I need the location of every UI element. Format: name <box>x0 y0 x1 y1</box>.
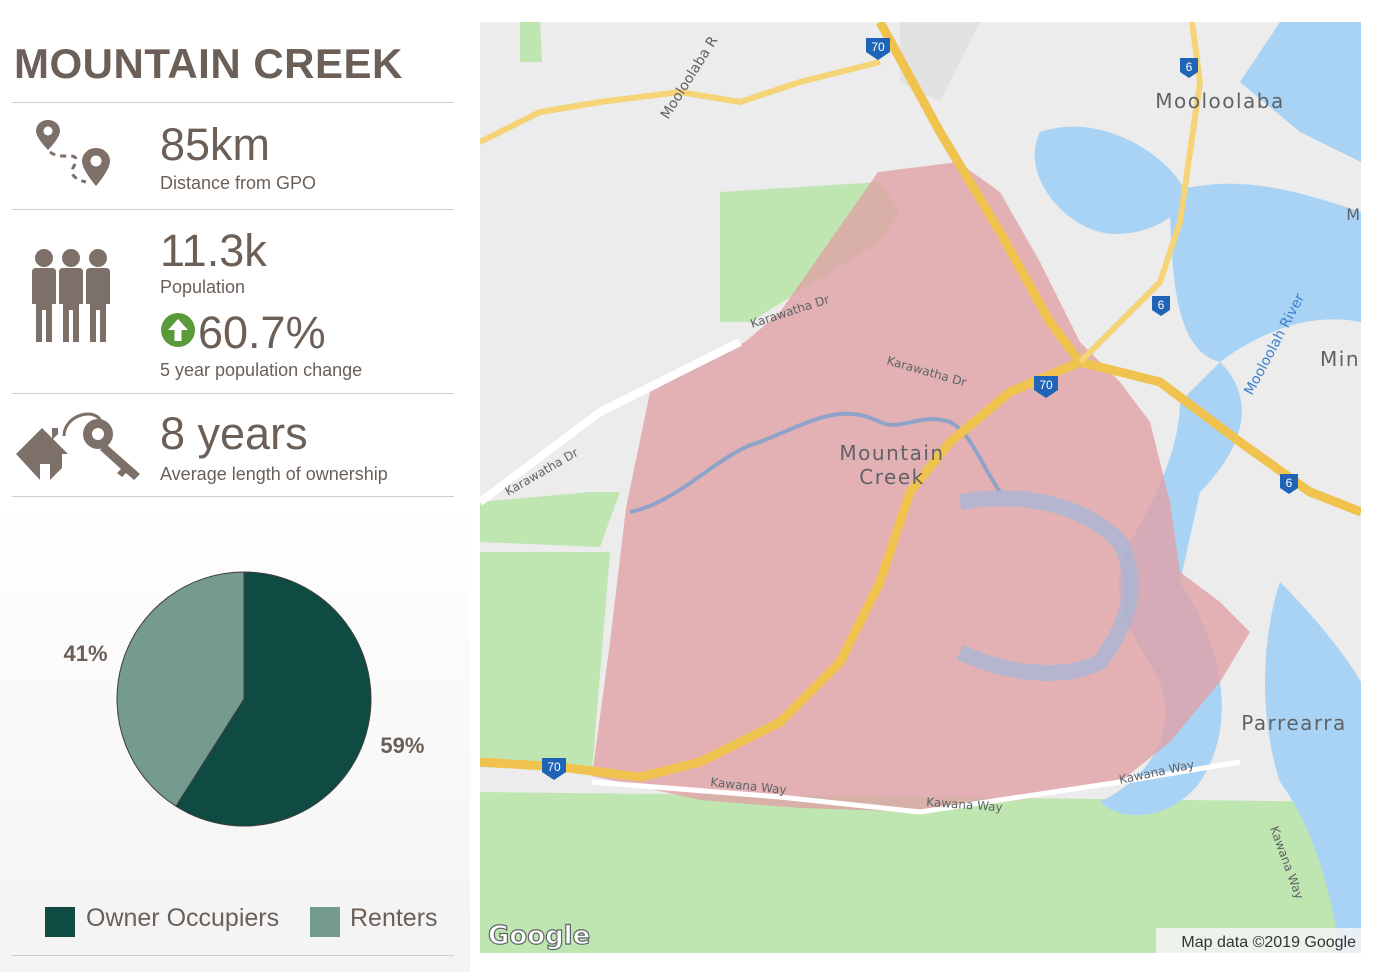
population-label: Population <box>160 277 246 297</box>
tenure-pie-chart: 59% 41% Owner Occupiers Renters <box>0 498 470 972</box>
legend-swatch-owner-occupiers <box>45 907 75 937</box>
divider <box>12 496 454 497</box>
map-label-parrearra: Parrearra <box>1241 711 1346 735</box>
distance-label: Distance from GPO <box>160 173 317 193</box>
route-shield-6: 6 <box>1180 58 1198 78</box>
suburb-map[interactable]: 70 70 70 6 6 6 Mountain Creek Mooloolaba… <box>480 22 1361 953</box>
map-label-m: M <box>1346 205 1360 224</box>
svg-text:70: 70 <box>1039 378 1053 392</box>
svg-text:70: 70 <box>547 760 561 774</box>
highway-route-70-north <box>876 22 1084 365</box>
route-shield-70: 70 <box>866 38 890 60</box>
pie-label-owner-occupiers: 59% <box>380 733 424 758</box>
legend-label-owner-occupiers: Owner Occupiers <box>86 904 280 932</box>
park-area <box>480 552 610 772</box>
suburb-boundary-highlight[interactable] <box>592 162 1250 812</box>
route-shield-6: 6 <box>1152 296 1170 316</box>
suburb-title: MOUNTAIN CREEK <box>14 40 403 87</box>
map-label-kawana-way: Kawana Way <box>926 795 1003 814</box>
route-shield-6: 6 <box>1280 474 1298 494</box>
divider <box>12 393 454 394</box>
road-route-6 <box>1077 22 1204 365</box>
up-arrow-circle-icon <box>161 313 195 347</box>
legend-label-renters: Renters <box>350 904 438 932</box>
highway-route-70 <box>480 357 1361 782</box>
lake <box>956 490 1139 681</box>
map-attribution[interactable]: Map data ©2019 Google <box>1181 934 1356 951</box>
distance-value: 85km <box>160 119 271 170</box>
park-area <box>480 492 620 547</box>
divider <box>12 209 454 210</box>
divider <box>12 955 454 956</box>
park-area <box>520 22 542 62</box>
map-label-min: Min <box>1320 347 1360 371</box>
svg-text:6: 6 <box>1286 476 1293 490</box>
park-area <box>480 792 1361 953</box>
route-pin-icon <box>36 120 110 186</box>
svg-text:6: 6 <box>1186 60 1193 74</box>
google-logo: Google <box>488 921 590 951</box>
road-kawana-way <box>591 759 1241 815</box>
population-value: 11.3k <box>160 225 267 276</box>
water-canal <box>1034 126 1184 234</box>
land-area <box>900 22 980 102</box>
water-river <box>1265 582 1361 953</box>
map-canvas[interactable]: 70 70 70 6 6 6 Mountain Creek Mooloolaba… <box>480 22 1361 953</box>
road-mooloolaba-rd <box>480 59 881 145</box>
divider <box>12 102 454 103</box>
map-label-mooloolaba: Mooloolaba <box>1155 89 1285 113</box>
attribution-bg <box>1156 928 1361 953</box>
map-label-mountain-creek: Mountain <box>839 441 944 465</box>
route-shield-70: 70 <box>1034 376 1058 398</box>
house-keys-icon <box>16 412 140 480</box>
water-river <box>1170 183 1361 362</box>
population-change-label: 5 year population change <box>160 360 363 380</box>
pie-slice-owner-occupiers <box>175 571 372 827</box>
water-ocean <box>1240 22 1361 162</box>
suburb-profile-panel: MOUNTAIN CREEK 85km Distance from GPO 11… <box>0 0 470 972</box>
ownership-label: Average length of ownership <box>160 464 388 484</box>
road-karawatha-dr <box>480 338 742 506</box>
pie-slice-renters <box>116 571 245 807</box>
population-change-value: 60.7% <box>198 307 326 358</box>
ownership-value: 8 years <box>160 408 308 459</box>
map-label-mountain-creek: Creek <box>859 465 924 489</box>
pie-label-renters: 41% <box>64 641 108 666</box>
pie-chart-canvas: 59% 41% <box>64 571 424 827</box>
svg-text:6: 6 <box>1158 298 1165 312</box>
route-shield-70: 70 <box>542 758 566 780</box>
svg-text:70: 70 <box>871 40 885 54</box>
people-icon <box>32 249 110 342</box>
legend-swatch-renters <box>310 907 340 937</box>
